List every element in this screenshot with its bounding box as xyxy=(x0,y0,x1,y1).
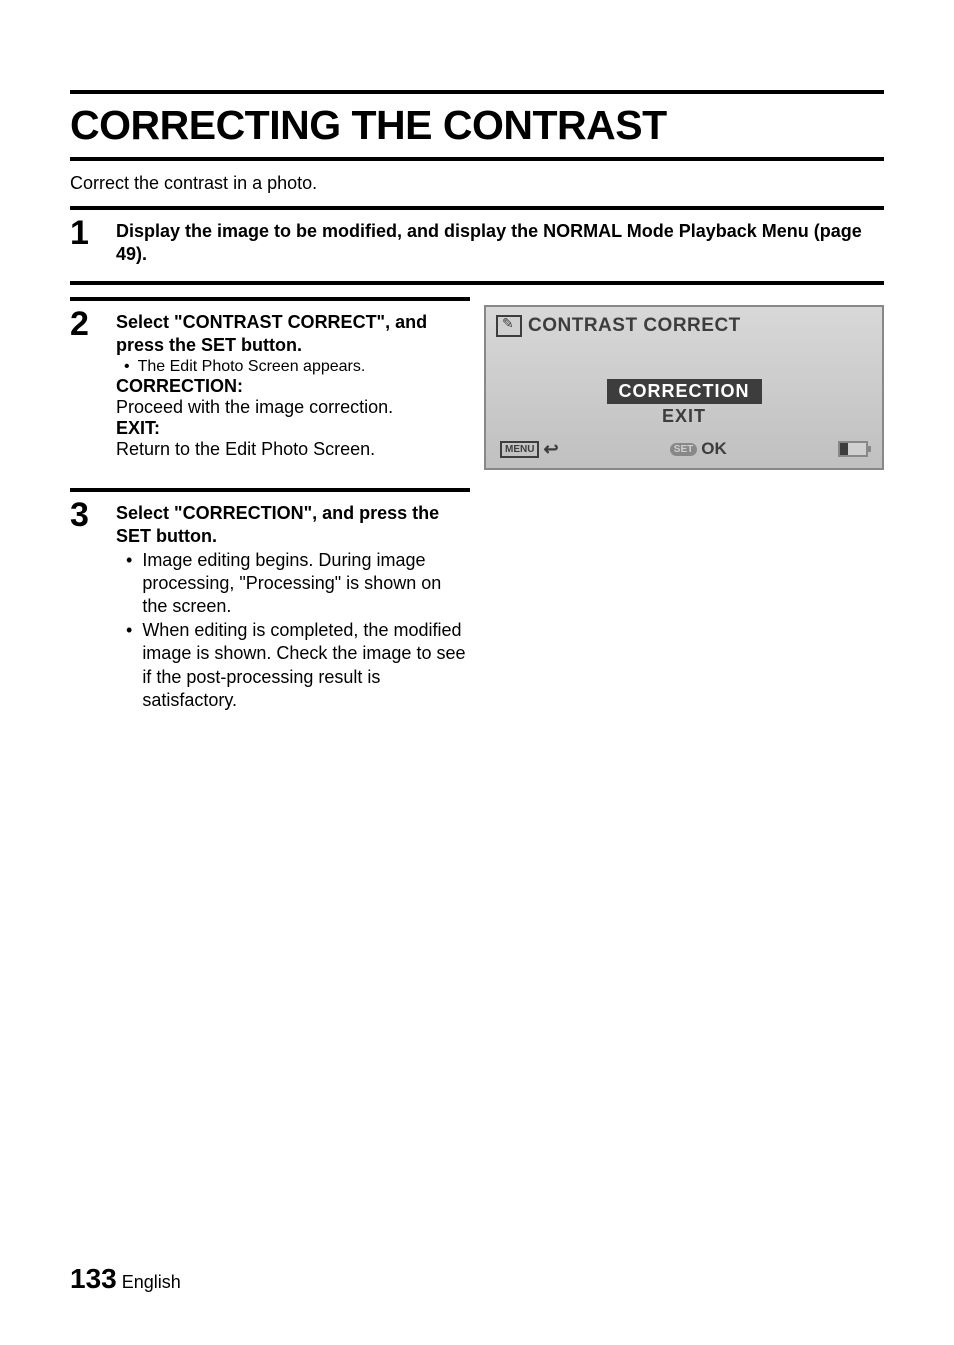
lcd-title: CONTRAST CORRECT xyxy=(528,315,741,337)
step-1-content: Display the image to be modified, and di… xyxy=(116,216,884,267)
menu-icon: MENU xyxy=(500,441,539,458)
lcd-header: CONTRAST CORRECT xyxy=(496,315,872,337)
step-3-bullet-1: • Image editing begins. During image pro… xyxy=(126,549,470,619)
page-language: English xyxy=(122,1272,181,1292)
bullet-dot: • xyxy=(126,619,132,713)
page-number: 133 xyxy=(70,1263,117,1294)
lcd-option-exit: EXIT xyxy=(496,406,872,427)
step-3-number: 3 xyxy=(70,498,116,713)
step-3-bullets: • Image editing begins. During image pro… xyxy=(126,549,470,713)
lcd-options: CORRECTION EXIT xyxy=(496,379,872,427)
lcd-footer-mid: SET OK xyxy=(670,439,727,459)
step-3-wrapper: 3 Select "CORRECTION", and press the SET… xyxy=(70,488,470,713)
step-2-container: 2 Select "CONTRAST CORRECT", and press t… xyxy=(70,307,470,460)
lcd-footer-left: MENU ↩ xyxy=(500,439,559,460)
lcd-option-correction: CORRECTION xyxy=(607,379,762,404)
step-3-heading: Select "CORRECTION", and press the SET b… xyxy=(116,502,470,549)
lcd-screen: CONTRAST CORRECT CORRECTION EXIT MENU ↩ … xyxy=(484,305,884,470)
step-2-number: 2 xyxy=(70,307,116,460)
page-title: CORRECTING THE CONTRAST xyxy=(70,102,884,149)
bullet-dot: • xyxy=(126,549,132,619)
step-2-left: 2 Select "CONTRAST CORRECT", and press t… xyxy=(70,297,470,470)
battery-icon xyxy=(838,441,868,457)
step-3-top-rule xyxy=(70,488,470,492)
return-arrow-icon: ↩ xyxy=(543,439,558,460)
step-3-container: 3 Select "CORRECTION", and press the SET… xyxy=(70,498,470,713)
step-2-wrapper: 2 Select "CONTRAST CORRECT", and press t… xyxy=(70,297,884,470)
bullet-dot: • xyxy=(124,358,130,376)
page-footer: 133 English xyxy=(70,1263,181,1295)
step-1-heading: Display the image to be modified, and di… xyxy=(116,220,884,267)
ok-label: OK xyxy=(701,439,727,459)
intro-text: Correct the contrast in a photo. xyxy=(70,173,884,194)
edit-icon xyxy=(496,315,522,337)
step-1: 1 Display the image to be modified, and … xyxy=(70,206,884,285)
step-2-content: Select "CONTRAST CORRECT", and press the… xyxy=(116,307,470,460)
step-3-bullet-1-text: Image editing begins. During image proce… xyxy=(142,549,470,619)
step-2-term-2: EXIT: xyxy=(116,418,470,439)
step-3-bullet-2: • When editing is completed, the modifie… xyxy=(126,619,470,713)
step-2-def-2: Return to the Edit Photo Screen. xyxy=(116,439,470,460)
set-icon: SET xyxy=(670,443,697,456)
step-3-bullet-2-text: When editing is completed, the modified … xyxy=(142,619,470,713)
step-2-top-rule xyxy=(70,297,470,301)
step-3-content: Select "CORRECTION", and press the SET b… xyxy=(116,498,470,713)
step-1-container: 1 Display the image to be modified, and … xyxy=(70,216,884,267)
step-2-bullet-1: • The Edit Photo Screen appears. xyxy=(124,358,470,376)
step-1-number: 1 xyxy=(70,216,116,267)
lcd-footer: MENU ↩ SET OK xyxy=(496,439,872,460)
title-section: CORRECTING THE CONTRAST xyxy=(70,90,884,161)
step-2-term-1: CORRECTION: xyxy=(116,376,470,397)
step-2-def-1: Proceed with the image correction. xyxy=(116,397,470,418)
step-2-heading: Select "CONTRAST CORRECT", and press the… xyxy=(116,311,470,358)
step-2-bullet-1-text: The Edit Photo Screen appears. xyxy=(138,358,366,376)
